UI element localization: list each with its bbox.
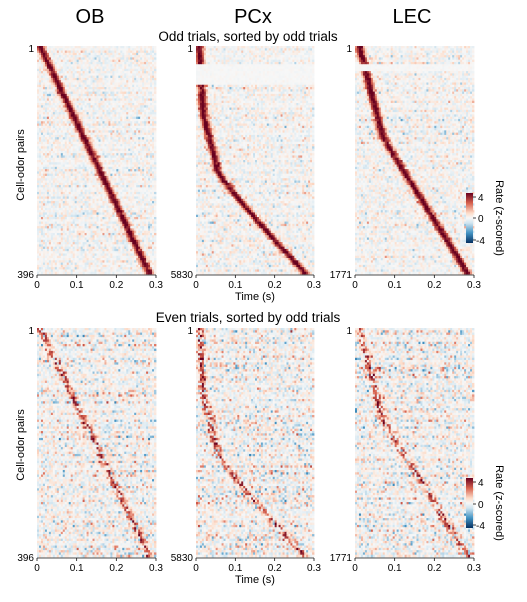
heatmap-cell [154, 117, 156, 120]
y-axis-label-top: Cell-odor pairs [15, 129, 27, 201]
heatmap-cell [154, 124, 156, 127]
heatmap-cell [154, 48, 156, 51]
x-axis-label-top: Time (s) [235, 291, 275, 303]
heatmap-cell [154, 130, 156, 133]
heatmap-cell [154, 149, 156, 152]
heatmap-cell [154, 103, 156, 106]
heatmap-cell [154, 167, 156, 170]
y-axis-label-bottom: Cell-odor pairs [15, 409, 27, 481]
heatmap-cell [154, 69, 156, 72]
heatmap-cell [154, 155, 156, 158]
heatmap-cell [154, 71, 156, 74]
heatmap-cell [154, 119, 156, 122]
heatmap-cell [154, 53, 156, 56]
row-title-odd: Odd trials, sorted by odd trials [158, 29, 338, 44]
heatmap-cell [154, 87, 156, 90]
heatmap-cell [154, 137, 156, 140]
heatmap-cell [154, 162, 156, 165]
heatmap-cell [154, 101, 156, 104]
heatmap-cell [154, 96, 156, 99]
heatmap-cell [154, 108, 156, 111]
heatmap-cell [154, 160, 156, 163]
heatmap-cell [154, 76, 156, 79]
heatmap-cell [154, 128, 156, 131]
heatmap-cell [154, 46, 156, 49]
heatmap-cell [154, 92, 156, 95]
heatmap-cell [154, 67, 156, 70]
heatmap-cell [154, 144, 156, 147]
heatmap-cell [154, 105, 156, 108]
heatmap-cell [154, 51, 156, 54]
heatmap-cell [154, 55, 156, 58]
column-title-ob: OB [76, 6, 105, 28]
heatmap-cell [154, 110, 156, 113]
heatmap-cell [154, 139, 156, 142]
x-axis-label-bottom: Time (s) [235, 574, 275, 586]
heatmap-cell [154, 153, 156, 156]
heatmap-cell [154, 64, 156, 67]
column-title-lec: LEC [393, 6, 432, 28]
heatmap-cell [154, 57, 156, 60]
row-title-even: Even trials, sorted by odd trials [156, 310, 341, 325]
heatmap-cell [154, 121, 156, 124]
heatmap-cell [154, 114, 156, 117]
heatmap-cell [154, 80, 156, 83]
heatmap-cell [154, 151, 156, 154]
heatmap-cell [154, 98, 156, 101]
heatmap-cell [154, 135, 156, 138]
heatmap-cell [154, 94, 156, 97]
heatmap-cell [154, 82, 156, 85]
heatmap-cell [154, 133, 156, 136]
heatmap-cell [154, 142, 156, 145]
heatmap-cell [154, 165, 156, 168]
heatmap-cell [154, 85, 156, 88]
heatmap-cell [154, 60, 156, 63]
heatmap-cell [154, 112, 156, 115]
heatmap-cell [154, 89, 156, 92]
heatmap-cell [154, 73, 156, 76]
heatmap-cell [154, 62, 156, 65]
heatmap-cell [154, 126, 156, 129]
column-title-pcx: PCx [234, 6, 272, 28]
heatmap-cell [154, 78, 156, 81]
heatmap-cell [154, 146, 156, 149]
heatmap-cell [154, 158, 156, 161]
